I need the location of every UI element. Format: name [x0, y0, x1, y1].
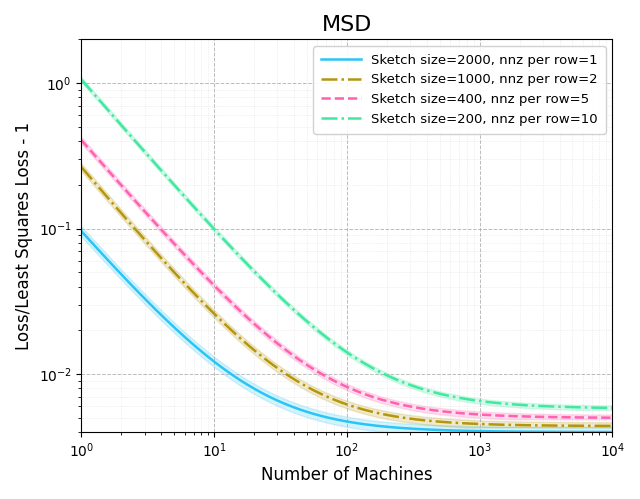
Sketch size=200, nnz per row=10 [394, 377, 401, 383]
Sketch size=1000, nnz per row=2 [596, 423, 604, 429]
Title: MSD: MSD [322, 15, 372, 35]
Sketch size=200, nnz per row=10 [330, 340, 337, 346]
Sketch size=1000, nnz per row=2 [330, 396, 337, 402]
Sketch size=2000, nnz per row=1 [330, 416, 337, 422]
Sketch size=400, nnz per row=5 [394, 401, 401, 407]
Sketch size=2000, nnz per row=1 [365, 422, 372, 428]
Sketch size=1000, nnz per row=2 [77, 164, 85, 170]
Sketch size=1000, nnz per row=2 [394, 414, 401, 420]
Y-axis label: Loss/Least Squares Loss - 1: Loss/Least Squares Loss - 1 [15, 122, 33, 350]
Sketch size=200, nnz per row=10 [77, 77, 85, 83]
Sketch size=1000, nnz per row=2 [365, 408, 372, 414]
Sketch size=400, nnz per row=5 [365, 393, 372, 399]
Sketch size=200, nnz per row=10 [333, 342, 340, 348]
Sketch size=2000, nnz per row=1 [333, 417, 340, 423]
Sketch size=400, nnz per row=5 [609, 415, 616, 421]
Sketch size=2000, nnz per row=1 [394, 425, 401, 431]
Sketch size=400, nnz per row=5 [77, 137, 85, 143]
Line: Sketch size=1000, nnz per row=2: Sketch size=1000, nnz per row=2 [81, 167, 612, 426]
X-axis label: Number of Machines: Number of Machines [261, 466, 433, 484]
Sketch size=400, nnz per row=5 [596, 415, 604, 421]
Sketch size=2000, nnz per row=1 [609, 429, 616, 435]
Sketch size=1000, nnz per row=2 [609, 423, 616, 429]
Sketch size=200, nnz per row=10 [609, 405, 616, 411]
Sketch size=400, nnz per row=5 [513, 413, 520, 419]
Sketch size=2000, nnz per row=1 [596, 429, 604, 435]
Line: Sketch size=200, nnz per row=10: Sketch size=200, nnz per row=10 [81, 80, 612, 408]
Sketch size=1000, nnz per row=2 [333, 398, 340, 404]
Legend: Sketch size=2000, nnz per row=1, Sketch size=1000, nnz per row=2, Sketch size=40: Sketch size=2000, nnz per row=1, Sketch … [313, 46, 605, 134]
Sketch size=400, nnz per row=5 [330, 378, 337, 384]
Sketch size=200, nnz per row=10 [513, 402, 520, 408]
Sketch size=2000, nnz per row=1 [77, 228, 85, 234]
Sketch size=2000, nnz per row=1 [513, 429, 520, 435]
Sketch size=1000, nnz per row=2 [513, 422, 520, 428]
Line: Sketch size=400, nnz per row=5: Sketch size=400, nnz per row=5 [81, 140, 612, 418]
Sketch size=200, nnz per row=10 [596, 405, 604, 411]
Line: Sketch size=2000, nnz per row=1: Sketch size=2000, nnz per row=1 [81, 231, 612, 432]
Sketch size=400, nnz per row=5 [333, 379, 340, 385]
Sketch size=200, nnz per row=10 [365, 363, 372, 369]
